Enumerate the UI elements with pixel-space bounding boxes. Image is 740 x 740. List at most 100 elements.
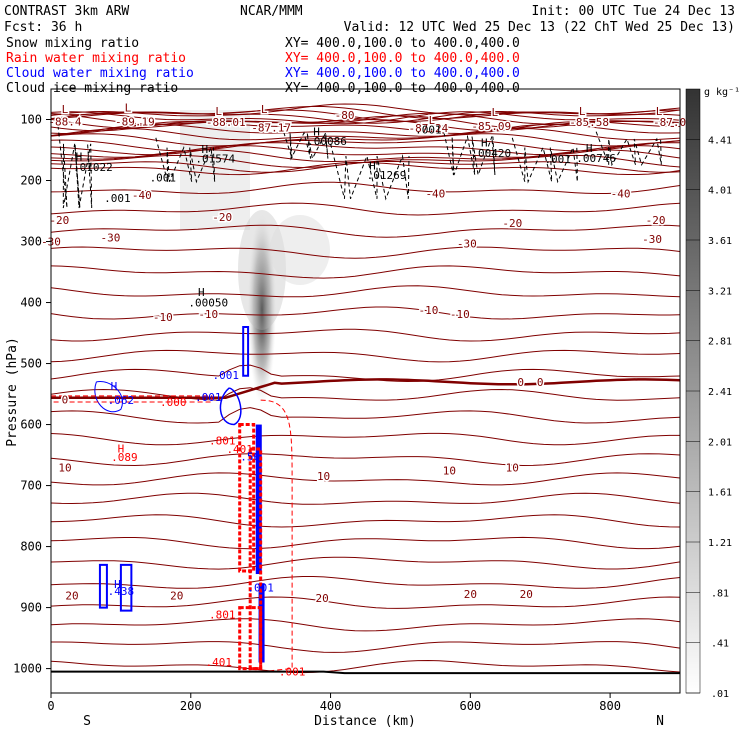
rain-label: .089 bbox=[111, 451, 138, 464]
colorbar-tick-label: 4.41 bbox=[708, 135, 732, 146]
low-label: -88.4 bbox=[48, 115, 81, 128]
isotherm bbox=[51, 576, 680, 589]
low-label: L bbox=[215, 105, 222, 118]
cloud-water-label: .56 bbox=[240, 450, 260, 463]
isotherm bbox=[51, 123, 680, 137]
colorbar-tick-label: 3.21 bbox=[708, 286, 732, 297]
low-label: L bbox=[261, 103, 268, 116]
isotherm bbox=[51, 120, 680, 135]
temperature-label: 0 bbox=[517, 376, 524, 389]
low-label: -87.24 bbox=[409, 122, 449, 135]
isotherm bbox=[51, 618, 680, 632]
isotherm bbox=[51, 492, 680, 505]
temperature-label: -20 bbox=[502, 217, 522, 230]
isotherm bbox=[51, 127, 680, 141]
rain-contours bbox=[51, 395, 293, 673]
init-time: Init: 00 UTC Tue 24 Dec 13 bbox=[532, 4, 736, 19]
plot-frame bbox=[50, 88, 681, 694]
temperature-label: 10 bbox=[58, 461, 71, 474]
x-tick-label: 0 bbox=[47, 699, 54, 713]
isotherm bbox=[51, 181, 680, 195]
snow-contour bbox=[281, 125, 329, 161]
isotherm bbox=[51, 328, 680, 342]
isotherm bbox=[51, 453, 680, 467]
colorbar-tick-label: 4.01 bbox=[708, 186, 732, 197]
cloud-water-label: .001 bbox=[247, 581, 274, 594]
x-end-south: S bbox=[83, 714, 91, 729]
temperature-contours bbox=[51, 103, 680, 674]
isotherm bbox=[51, 387, 680, 401]
legend-xy: XY= 400.0,100.0 to 400.0,400.0 bbox=[285, 36, 520, 51]
rain-contour bbox=[238, 606, 263, 671]
temperature-label: -40 bbox=[132, 189, 152, 202]
y-axis-label: Pressure (hPa) bbox=[5, 337, 20, 447]
x-tick-label: 400 bbox=[320, 699, 342, 713]
y-tick-label: 800 bbox=[20, 540, 42, 554]
isotherm bbox=[51, 407, 680, 424]
snow-label: .001 bbox=[415, 123, 442, 136]
snow-label: .01022 bbox=[73, 161, 113, 174]
cloud-water-label: .062 bbox=[108, 394, 135, 407]
y-tick-label: 100 bbox=[20, 113, 42, 127]
temperature-label: -20 bbox=[49, 214, 69, 227]
rain-label: .001 bbox=[279, 666, 306, 679]
temperature-label: -30 bbox=[100, 231, 120, 244]
snow-contour bbox=[441, 125, 496, 176]
ground-line bbox=[51, 670, 680, 675]
legend-xy: XY= 400.0,100.0 to 400.0,400.0 bbox=[285, 66, 520, 81]
isotherm bbox=[51, 536, 680, 550]
snow-label: .001 bbox=[104, 192, 131, 205]
y-tick-label: 1000 bbox=[13, 662, 42, 676]
legend-label: Cloud water mixing ratio bbox=[6, 66, 194, 81]
snow-label: H bbox=[586, 142, 593, 155]
colorbar-tick-label: 2.41 bbox=[708, 387, 732, 398]
rain-label: .401 bbox=[205, 656, 232, 669]
low-label: L bbox=[62, 103, 69, 116]
legend-label: Rain water mixing ratio bbox=[6, 51, 186, 66]
low-label: L bbox=[579, 105, 586, 118]
low-label: -88.01 bbox=[206, 116, 246, 129]
isotherm bbox=[51, 103, 680, 116]
temperature-label: -80 bbox=[335, 109, 355, 122]
cloud-water-contour bbox=[119, 563, 133, 612]
isotherm bbox=[51, 556, 680, 570]
cloud-water-label: H bbox=[114, 578, 121, 591]
cloud-water-contour bbox=[98, 563, 108, 609]
cloud-water-label: H bbox=[111, 380, 118, 393]
forecast-hour: Fcst: 36 h bbox=[4, 20, 82, 35]
isotherm bbox=[51, 139, 680, 152]
isotherm bbox=[51, 119, 680, 132]
isotherm bbox=[51, 349, 680, 363]
rain-contour bbox=[238, 423, 256, 573]
colorbar-tick-label: 2.81 bbox=[708, 337, 732, 348]
temperature-label: 20 bbox=[65, 589, 78, 602]
isotherm bbox=[51, 285, 680, 298]
colorbar-tick-label: 1.21 bbox=[708, 538, 732, 549]
low-label: L bbox=[125, 101, 132, 114]
y-tick-label: 600 bbox=[20, 418, 42, 432]
isotherm bbox=[51, 265, 680, 279]
isotherm bbox=[51, 161, 680, 176]
snow-contours bbox=[57, 125, 662, 209]
colorbar-tick-label: 1.61 bbox=[708, 488, 732, 499]
temperature-label: -30 bbox=[642, 233, 662, 246]
snow-label: .00050 bbox=[188, 297, 228, 310]
temperature-label: 10 bbox=[317, 470, 330, 483]
cloud-water-label: .001 bbox=[212, 369, 239, 382]
isotherm bbox=[51, 109, 680, 123]
temperature-label: 20 bbox=[316, 592, 329, 605]
y-tick-label: 500 bbox=[20, 357, 42, 371]
low-label: -85.09 bbox=[471, 120, 511, 133]
rain-label: .801 bbox=[209, 608, 236, 621]
rain-label: .000 bbox=[160, 396, 187, 409]
isotherm bbox=[51, 306, 680, 320]
x-end-north: N bbox=[656, 714, 664, 729]
snow-contour bbox=[57, 125, 93, 209]
cloud-water-contour bbox=[94, 381, 123, 413]
snow-label: .001 bbox=[544, 153, 571, 166]
isotherm bbox=[51, 432, 680, 446]
low-label: -85.58 bbox=[569, 116, 609, 129]
cloud-water-contour bbox=[219, 387, 242, 426]
temperature-label: -10 bbox=[418, 304, 438, 317]
isotherm bbox=[51, 641, 680, 653]
